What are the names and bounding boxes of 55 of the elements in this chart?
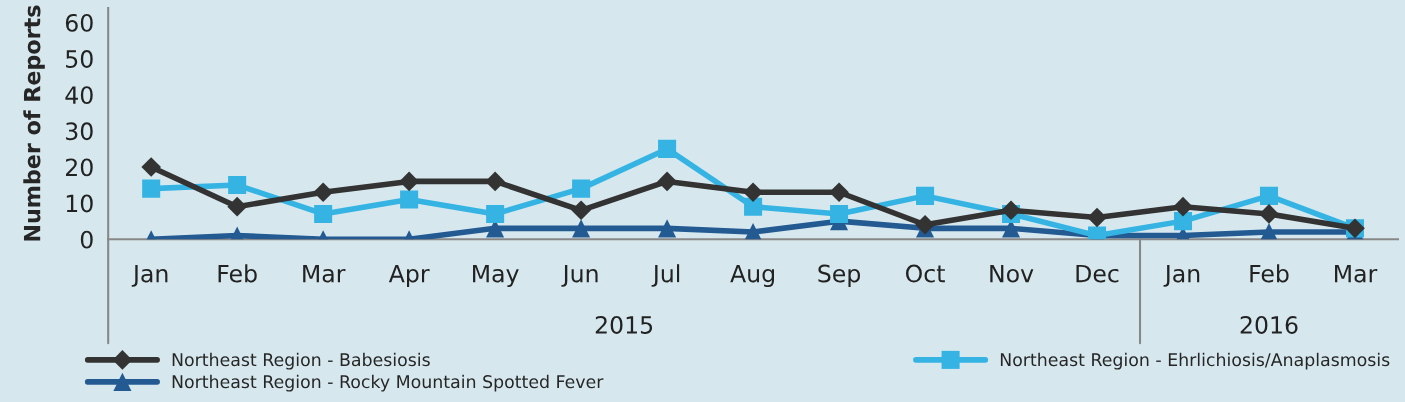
legend-label: Northeast Region - Babesiosis: [172, 352, 430, 370]
legend-label: Northeast Region - Rocky Mountain Spotted Fever: [172, 374, 604, 392]
y-tick-label: 0: [80, 230, 93, 249]
point: [571, 200, 591, 221]
point: [658, 219, 677, 238]
point: [400, 190, 419, 209]
text: 2015: [595, 316, 653, 334]
point: [399, 171, 419, 192]
x-tick-label: Mar: [303, 264, 346, 283]
x-tick-label: Dec: [1076, 264, 1119, 283]
text: 2016: [1240, 316, 1298, 334]
y-tick-label: 10: [66, 194, 93, 213]
point: [829, 182, 849, 203]
point: [572, 219, 591, 238]
y-tick-label: 20: [65, 158, 93, 177]
point: [1173, 196, 1193, 217]
point: [485, 171, 505, 192]
x-tick-label: Feb: [1250, 264, 1289, 283]
point: [142, 179, 161, 198]
x-tick-label: Jun: [561, 264, 598, 287]
point: [313, 182, 333, 203]
point: [486, 204, 505, 223]
point: [314, 204, 333, 223]
point: [572, 179, 591, 198]
point: [1259, 186, 1279, 205]
y-tick-label: 60: [65, 13, 93, 32]
point: [916, 186, 935, 205]
point: [1173, 212, 1193, 231]
point: [743, 182, 763, 203]
x-tick-label: Nov: [990, 264, 1034, 283]
y-tick-label: 40: [65, 86, 93, 105]
y-tick-label: 50: [66, 50, 93, 68]
x-tick-label: Mar: [1335, 264, 1378, 283]
x-tick-label: Aug: [730, 264, 774, 288]
point: [658, 139, 677, 158]
x-tick-label: Apr: [388, 264, 430, 288]
y-axis-title: Number of Reports: [23, 5, 45, 241]
point: [915, 214, 935, 235]
point: [744, 197, 763, 216]
point: [830, 204, 849, 223]
point: [227, 196, 247, 217]
x-tick-label: Jan: [131, 264, 168, 287]
point: [228, 175, 247, 195]
point: [1259, 204, 1279, 224]
x-tick-label: Jan: [1163, 264, 1200, 287]
x-tick-label: Feb: [218, 264, 257, 283]
x-tick-label: Sep: [818, 264, 861, 288]
legend-label: Northeast Region - Ehrlichiosis/Anaplasmosis: [1000, 352, 1390, 370]
x-tick-label: Jul: [651, 264, 680, 287]
x-tick-label: May: [473, 264, 519, 288]
point: [141, 157, 161, 177]
point: [657, 171, 677, 192]
y-tick-label: 30: [66, 122, 93, 141]
point: [1087, 207, 1107, 228]
x-tick-label: Oct: [905, 264, 945, 283]
